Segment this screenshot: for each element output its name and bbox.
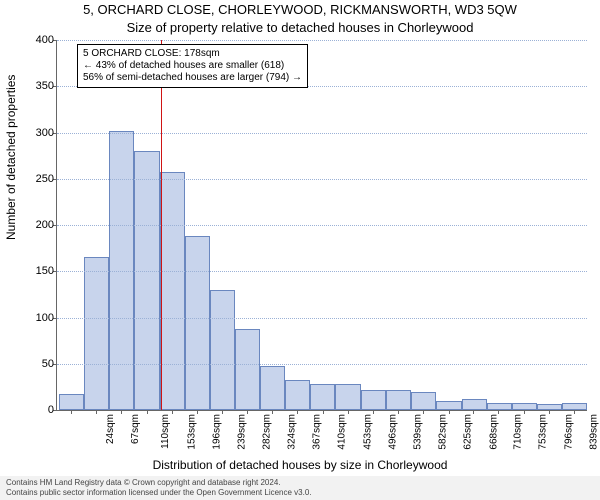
x-tick-mark: [96, 410, 97, 414]
x-tick-label: 453sqm: [362, 414, 373, 450]
bar: [512, 403, 537, 410]
x-tick-label: 324sqm: [287, 414, 298, 450]
bar: [462, 399, 487, 410]
x-tick-label: 539sqm: [413, 414, 424, 450]
bar: [134, 151, 159, 410]
title-main: 5, ORCHARD CLOSE, CHORLEYWOOD, RICKMANSW…: [0, 2, 600, 17]
footer: Contains HM Land Registry data © Crown c…: [0, 476, 600, 500]
x-tick-mark: [574, 410, 575, 414]
grid-line: [57, 225, 587, 226]
x-tick-mark: [147, 410, 148, 414]
grid-line: [57, 271, 587, 272]
footer-line2: Contains public sector information licen…: [6, 488, 594, 498]
y-tick-label: 300: [36, 127, 54, 139]
footer-line1: Contains HM Land Registry data © Crown c…: [6, 478, 594, 488]
x-tick-label: 196sqm: [211, 414, 222, 450]
bar: [285, 380, 310, 410]
x-tick-label: 625sqm: [463, 414, 474, 450]
grid-line: [57, 364, 587, 365]
y-tick-label: 200: [36, 219, 54, 231]
bar: [59, 394, 84, 410]
grid-line: [57, 40, 587, 41]
x-tick-mark: [222, 410, 223, 414]
x-tick-label: 367sqm: [312, 414, 323, 450]
y-tick-label: 0: [48, 404, 54, 416]
y-tick-label: 150: [36, 265, 54, 277]
x-tick-mark: [121, 410, 122, 414]
x-tick-label: 24sqm: [105, 414, 116, 444]
x-tick-mark: [549, 410, 550, 414]
x-tick-label: 239sqm: [237, 414, 248, 450]
x-tick-mark: [172, 410, 173, 414]
grid-line: [57, 318, 587, 319]
bar: [562, 403, 587, 410]
bar: [411, 392, 436, 411]
bar: [361, 390, 386, 410]
x-tick-label: 67sqm: [130, 414, 141, 444]
x-tick-mark: [449, 410, 450, 414]
x-tick-label: 282sqm: [262, 414, 273, 450]
bar: [235, 329, 260, 410]
x-tick-label: 668sqm: [488, 414, 499, 450]
x-tick-label: 753sqm: [538, 414, 549, 450]
bar: [260, 366, 285, 410]
annotation-line1: 5 ORCHARD CLOSE: 178sqm: [83, 48, 302, 60]
bar: [84, 257, 109, 410]
x-tick-mark: [348, 410, 349, 414]
y-axis-label: Number of detached properties: [4, 75, 18, 240]
y-tick-label: 400: [36, 34, 54, 46]
x-tick-label: 582sqm: [438, 414, 449, 450]
bar: [310, 384, 335, 410]
x-tick-mark: [398, 410, 399, 414]
x-tick-label: 153sqm: [186, 414, 197, 450]
x-tick-mark: [423, 410, 424, 414]
x-tick-label: 839sqm: [588, 414, 599, 450]
x-tick-mark: [297, 410, 298, 414]
grid-line: [57, 133, 587, 134]
grid-line: [57, 179, 587, 180]
marker-line: [161, 40, 162, 410]
bar: [386, 390, 411, 410]
annotation-line2: ← 43% of detached houses are smaller (61…: [83, 60, 302, 72]
x-tick-mark: [247, 410, 248, 414]
x-tick-mark: [272, 410, 273, 414]
plot-area: 5 ORCHARD CLOSE: 178sqm ← 43% of detache…: [56, 40, 587, 411]
x-tick-label: 496sqm: [387, 414, 398, 450]
x-tick-mark: [473, 410, 474, 414]
x-tick-label: 110sqm: [160, 414, 171, 449]
y-tick-label: 350: [36, 80, 54, 92]
annotation-line3: 56% of semi-detached houses are larger (…: [83, 72, 302, 84]
x-tick-mark: [71, 410, 72, 414]
bar: [487, 403, 512, 410]
x-tick-label: 710sqm: [513, 414, 524, 450]
y-tick-label: 250: [36, 173, 54, 185]
x-tick-mark: [323, 410, 324, 414]
bar: [185, 236, 210, 410]
y-tick-label: 100: [36, 312, 54, 324]
title-sub: Size of property relative to detached ho…: [0, 20, 600, 35]
bar: [436, 401, 461, 410]
x-tick-label: 796sqm: [563, 414, 574, 450]
bar: [210, 290, 235, 410]
chart-container: 5, ORCHARD CLOSE, CHORLEYWOOD, RICKMANSW…: [0, 0, 600, 500]
x-tick-label: 410sqm: [337, 414, 348, 450]
y-tick-label: 50: [42, 358, 54, 370]
x-tick-mark: [373, 410, 374, 414]
annotation-box: 5 ORCHARD CLOSE: 178sqm ← 43% of detache…: [77, 44, 308, 88]
x-tick-mark: [197, 410, 198, 414]
x-tick-mark: [498, 410, 499, 414]
bar: [335, 384, 360, 410]
bar: [160, 172, 185, 410]
x-axis-label: Distribution of detached houses by size …: [0, 458, 600, 472]
x-tick-mark: [524, 410, 525, 414]
